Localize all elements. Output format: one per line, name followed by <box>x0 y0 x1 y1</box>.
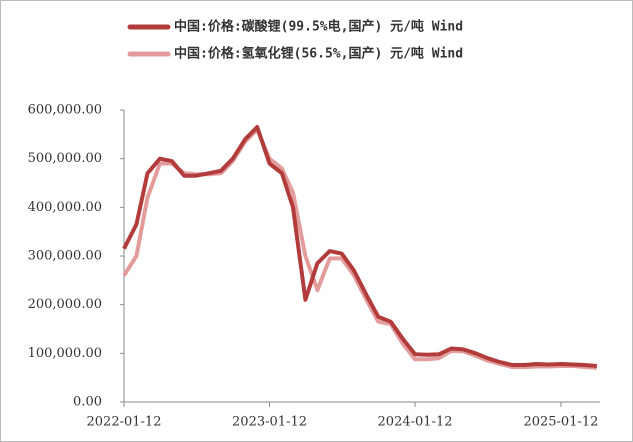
legend-label: 中国:价格:氢氧化锂(56.5%,国产) 元/吨 Wind <box>174 46 463 62</box>
y-tick-label: 200,000.00 <box>28 297 102 312</box>
y-tick-label: 300,000.00 <box>28 249 102 264</box>
y-tick-label: 600,000.00 <box>28 103 102 118</box>
series-line <box>122 125 597 368</box>
y-tick-label: 100,000.00 <box>28 346 102 361</box>
y-tick-label: 0.00 <box>73 395 102 410</box>
x-tick-label: 2025-01-12 <box>523 415 598 430</box>
x-tick-label: 2024-01-12 <box>378 415 453 430</box>
x-tick-label: 2023-01-12 <box>232 415 307 430</box>
y-tick-label: 500,000.00 <box>28 151 102 166</box>
x-tick-label: 2022-01-12 <box>87 415 162 430</box>
legend-label: 中国:价格:碳酸锂(99.5%电,国产) 元/吨 Wind <box>174 19 463 35</box>
y-tick-label: 400,000.00 <box>28 200 102 215</box>
